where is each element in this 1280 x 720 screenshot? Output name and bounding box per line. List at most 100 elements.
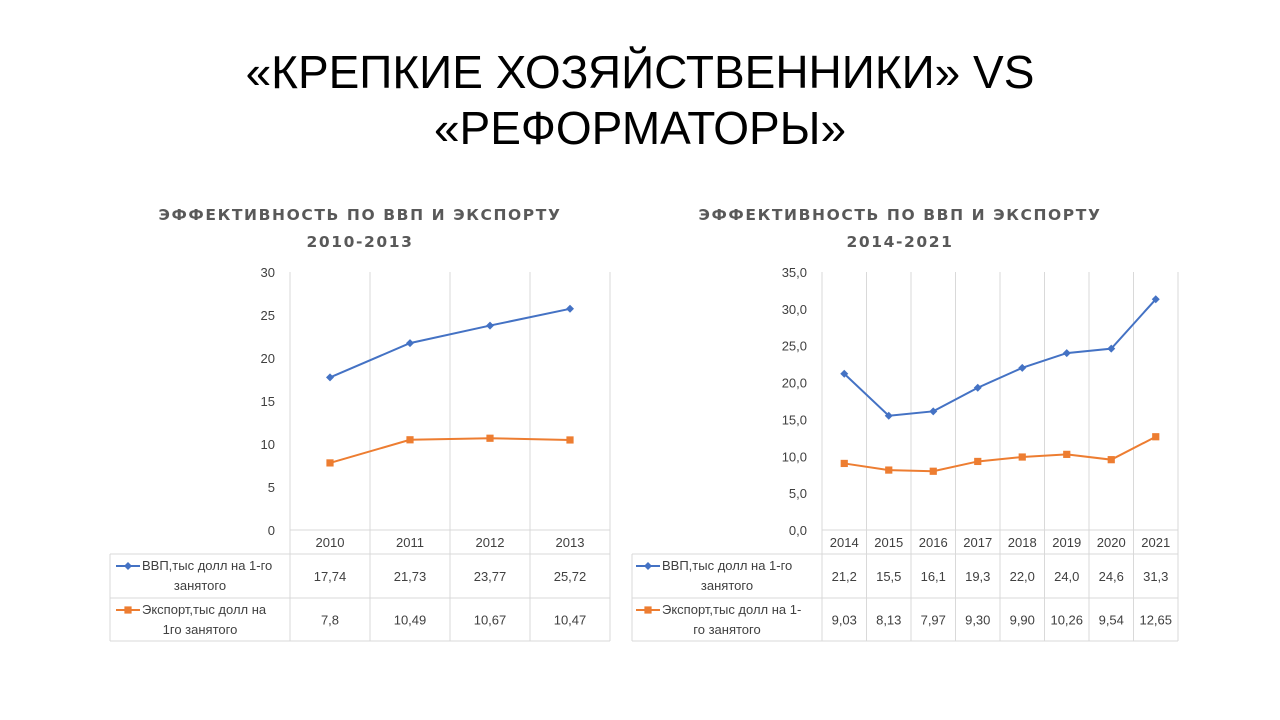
chart-2-series-2-value-cell: 8,13 <box>876 613 901 628</box>
chart-1-series-2-point <box>406 436 414 444</box>
chart-2-category-label: 2014 <box>830 535 859 550</box>
chart-1-ytick-label: 0 <box>268 523 275 538</box>
chart-2-series-1-value-cell: 24,0 <box>1054 569 1079 584</box>
chart-2-series-2-point <box>1018 453 1026 461</box>
chart-2-series-1-line <box>843 298 1157 417</box>
chart-1-series-1-value-cell: 23,77 <box>474 569 507 584</box>
chart-1-series-1-name-line-1: ВВП,тыс долл на 1-го <box>142 558 272 573</box>
chart-1-series-2-name-line-2: 1го занятого <box>163 622 238 637</box>
chart-2-legend-key-marker-1 <box>644 562 652 570</box>
chart-2-category-label: 2019 <box>1052 535 1081 550</box>
chart-2-category-label: 2015 <box>874 535 903 550</box>
chart-1-category-label: 2011 <box>396 535 424 550</box>
slide-title-line-2: «РЕФОРМАТОРЫ» <box>433 102 847 154</box>
chart-1-series-2-value-cell: 10,49 <box>394 613 427 628</box>
chart-2-series-2-point <box>885 466 893 474</box>
chart-2-series-2-point <box>929 467 937 475</box>
chart-2-series-1-point <box>1062 349 1071 358</box>
chart-2-ytick-label: 30,0 <box>782 302 807 317</box>
chart-1-series-2-value-cell: 10,47 <box>554 613 587 628</box>
chart-1-ytick-label: 5 <box>268 480 275 495</box>
chart-2-series-1-point <box>1151 295 1160 304</box>
chart-1-ytick-label: 15 <box>261 394 275 409</box>
slide-title-line-1: «КРЕПКИЕ ХОЗЯЙСТВЕННИКИ» VS <box>245 46 1035 98</box>
chart-1-category-label: 2012 <box>476 535 505 550</box>
chart-2-series-1-point <box>973 383 982 392</box>
chart-1-series-2-value-cell: 7,8 <box>321 613 339 628</box>
chart-1-series-1-value-cell: 17,74 <box>314 569 347 584</box>
chart-1-series-2-point <box>486 434 494 442</box>
chart-2-category-label: 2020 <box>1097 535 1126 550</box>
chart-2-series-2-value-cell: 9,90 <box>1010 613 1035 628</box>
chart-2-category-label: 2021 <box>1141 535 1170 550</box>
chart-1-series-1-value-cell: 25,72 <box>554 569 587 584</box>
chart-2-ytick-label: 25,0 <box>782 339 807 354</box>
chart-2-title: ЭФФЕКТИВНОСТЬ ПО ВВП И ЭКСПОРТУ 2014-202… <box>632 202 1168 256</box>
chart-2-series-1-point <box>840 369 849 378</box>
chart-1-series-1-point <box>486 321 494 330</box>
chart-2-series-1-value-cell: 16,1 <box>921 569 946 584</box>
chart-2-ytick-label: 10,0 <box>782 449 807 464</box>
chart-2-category-label: 2018 <box>1008 535 1037 550</box>
chart-2-series-2-point <box>1107 456 1115 464</box>
chart-2-series-1-name-line-2: занятого <box>701 578 753 593</box>
chart-1-series-1-point <box>566 304 574 313</box>
slide-title: «КРЕПКИЕ ХОЗЯЙСТВЕННИКИ» VS «РЕФОРМАТОРЫ… <box>0 44 1280 156</box>
chart-1-series-2-line <box>329 437 571 464</box>
chart-1-category-label: 2010 <box>316 535 345 550</box>
chart-2-series-1-name-line-1: ВВП,тыс долл на 1-го <box>662 558 792 573</box>
chart-2-series-1-point <box>1018 363 1027 372</box>
chart-2-category-label: 2017 <box>963 535 992 550</box>
chart-2-legend-key-marker-2 <box>644 606 652 614</box>
chart-2-series-2-point <box>974 457 982 466</box>
chart-2-series-1-value-cell: 19,3 <box>965 569 990 584</box>
chart-1-legend-key-marker-1 <box>124 562 132 570</box>
chart-1-series-2-point <box>566 436 574 444</box>
chart-2-series-1-point <box>884 411 893 420</box>
chart-2-series-1-value-cell: 15,5 <box>876 569 901 584</box>
chart-2-series-2-value-cell: 10,26 <box>1050 613 1083 628</box>
chart-2-series-2-value-cell: 9,03 <box>832 613 857 628</box>
chart-1-series-1-point <box>406 339 414 348</box>
chart-2-ytick-label: 35,0 <box>782 265 807 280</box>
chart-1-title-line-1: ЭФФЕКТИВНОСТЬ ПО ВВП И ЭКСПОРТУ <box>158 206 562 224</box>
chart-1-title: ЭФФЕКТИВНОСТЬ ПО ВВП И ЭКСПОРТУ 2010-201… <box>110 202 610 256</box>
chart-2-series-1-point <box>1107 344 1116 353</box>
chart-2-title-line-1: ЭФФЕКТИВНОСТЬ ПО ВВП И ЭКСПОРТУ <box>698 206 1102 224</box>
chart-2-series-1-point <box>929 407 938 416</box>
chart-2-ytick-label: 20,0 <box>782 376 807 391</box>
chart-2-series-2-value-cell: 9,30 <box>965 613 990 628</box>
chart-2-ytick-label: 0,0 <box>789 523 807 538</box>
chart-2-series-1-value-cell: 21,2 <box>832 569 857 584</box>
chart-2-ytick-label: 5,0 <box>789 486 807 501</box>
chart-1-ytick-label: 10 <box>261 437 275 452</box>
chart-2-category-label: 2016 <box>919 535 948 550</box>
chart-2-series-2-value-cell: 12,65 <box>1139 613 1172 628</box>
chart-2-series-2-line <box>844 435 1157 473</box>
chart-2-title-line-2: 2014-2021 <box>846 233 954 251</box>
chart-2-series-2-name-line-1: Экспорт,тыс долл на 1- <box>662 602 801 617</box>
chart-2-series-1-value-cell: 22,0 <box>1010 569 1035 584</box>
chart-2-series-2-name-line-2: го занятого <box>693 622 760 637</box>
chart-1-series-2-point <box>326 459 334 467</box>
chart-2-series-2-point <box>1152 433 1160 441</box>
chart-1-title-line-2: 2010-2013 <box>306 233 414 251</box>
chart-1-ytick-label: 30 <box>261 265 275 280</box>
chart-1-series-1-line <box>329 307 571 379</box>
chart-1-series-1-value-cell: 21,73 <box>394 569 427 584</box>
chart-1-series-2-name-line-1: Экспорт,тыс долл на <box>142 602 267 617</box>
chart-2-series-1-value-cell: 31,3 <box>1143 569 1168 584</box>
chart-1-ytick-label: 20 <box>261 351 275 366</box>
chart-1-series-1-point <box>326 373 334 382</box>
chart-2-series-2-point <box>840 459 848 468</box>
chart-2-series-2-point <box>1063 450 1071 458</box>
chart-2-series-2-value-cell: 7,97 <box>921 613 946 628</box>
chart-1-ytick-label: 25 <box>261 308 275 323</box>
chart-2-series-1-value-cell: 24,6 <box>1099 569 1124 584</box>
chart-1-category-label: 2013 <box>556 535 585 550</box>
chart-1-series-1-name-line-2: занятого <box>174 578 226 593</box>
chart-1-legend-key-marker-2 <box>124 606 132 614</box>
chart-2-series-2-value-cell: 9,54 <box>1099 613 1124 628</box>
chart-1-series-2-value-cell: 10,67 <box>474 613 507 628</box>
